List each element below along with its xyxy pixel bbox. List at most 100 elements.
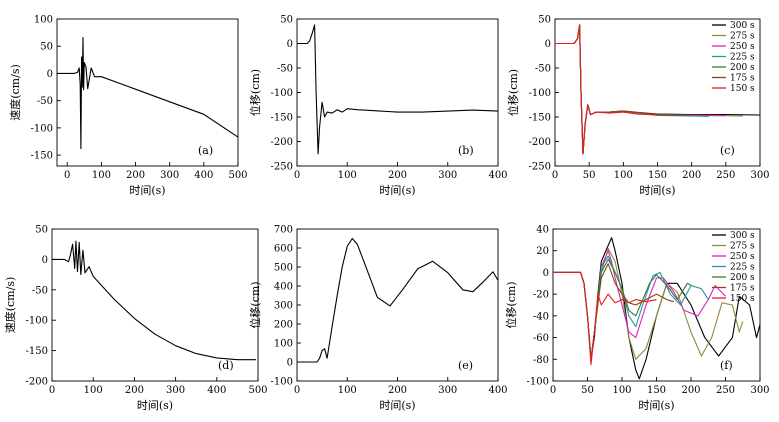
y-tick-label: -150 [26,346,48,357]
x-tick-label: 100 [612,385,631,396]
y-tick-label: -100 [271,88,293,99]
y-tick-label: -200 [529,137,551,148]
legend-entry: 275 s [730,242,755,252]
series-line [297,24,498,155]
y-tick-label: 20 [536,246,549,257]
y-tick-label: -60 [533,333,549,344]
y-axis-label: 位移(cm) [504,281,518,328]
legend-entry: 175 s [730,74,755,84]
y-tick-label: -250 [529,162,551,173]
y-tick-label: 50 [280,15,293,26]
x-tick-label: 400 [488,170,507,181]
series-line-200s [555,24,692,155]
legend-entry: 150 s [730,294,755,304]
y-tick-label: -100 [31,123,53,134]
x-tick-label: 200 [388,170,407,181]
panel-label: (d) [218,359,234,372]
y-tick-label: -200 [271,137,293,148]
legend-entry: 275 s [730,32,755,42]
x-tick-label: 300 [750,385,769,396]
x-tick-label: 50 [581,385,594,396]
plot-frame [51,228,259,382]
legend-entry: 225 s [730,53,755,63]
series-line [52,240,256,361]
legend-entry: 150 s [730,84,755,94]
legend-entry: 300 s [730,231,755,241]
series-line-300s [553,237,760,380]
chart-panel-d: 0 100 200 300 400 500 -200 -150 -100 -50 0 50 时间(s) 速… [3,225,268,413]
y-axis-label: 位移(cm) [506,69,520,116]
y-tick-label: -50 [37,96,53,107]
x-axis-label: 时间(s) [638,399,674,412]
legend-entry: 175 s [730,284,755,294]
y-tick-label: -80 [533,355,549,366]
y-tick-label: 500 [274,263,293,274]
y-tick-label: 100 [274,339,293,350]
y-tick-label: -20 [533,290,549,301]
series-line [297,237,498,363]
series-line-200s [553,258,692,360]
chart-panel-a: 0 100 200 300 400 500 -150 -100 -50 0 50 100 时间(s) 速度… [8,15,248,198]
y-tick-label: 100 [34,15,53,26]
panel-label: (c) [720,144,735,157]
x-tick-label: 150 [647,385,666,396]
x-tick-label: 200 [126,170,145,181]
x-tick-label: 300 [438,170,457,181]
y-tick-label: -100 [26,316,48,327]
y-tick-label: 0 [287,358,293,369]
y-tick-label: -50 [277,64,293,75]
y-axis-label: 速度(cm/s) [8,64,22,121]
x-tick-label: 200 [681,385,700,396]
y-tick-label: 700 [274,225,293,236]
x-tick-label: 250 [716,385,735,396]
y-axis-label: 位移(cm) [248,69,262,116]
x-tick-label: 100 [92,170,111,181]
y-tick-label: 600 [274,244,293,255]
x-axis-label: 时间(s) [379,399,415,412]
series-line-175s [555,24,675,155]
panel-label: (f) [720,359,733,372]
x-tick-label: 200 [125,385,144,396]
y-tick-label: -40 [533,311,549,322]
y-tick-label: 0 [47,69,53,80]
y-tick-label: -150 [31,151,53,162]
y-tick-label: 0 [287,39,293,50]
x-tick-label: 300 [750,170,769,181]
panel-label: (b) [458,144,474,157]
y-tick-label: -50 [535,64,551,75]
series-line [57,36,238,150]
series-line-175s [553,263,674,360]
series-line-250s [553,250,726,360]
y-tick-label: -50 [32,285,48,296]
x-tick-label: 0 [550,385,556,396]
legend-entry: 225 s [730,263,755,273]
x-axis-label: 时间(s) [129,184,165,197]
plot-frame [56,18,239,167]
y-tick-label: 200 [274,320,293,331]
series-line-275s [555,24,743,155]
x-tick-label: 300 [166,385,185,396]
y-tick-label: -200 [26,377,48,388]
x-tick-label: 0 [64,170,70,181]
series-line-150s [553,271,657,366]
legend-entry: 300 s [730,21,755,31]
y-axis-label: 速度(cm/s) [3,277,17,334]
y-tick-label: -150 [271,113,293,124]
y-tick-label: 0 [545,39,551,50]
y-tick-label: 50 [40,42,53,53]
series-line-150s [555,24,658,155]
y-axis-label: 位移(cm) [248,281,262,328]
chart-panel-e: 0 100 200 300 400-1000100200300400500600700时… [248,225,508,413]
series-line-275s [553,247,744,360]
y-tick-label: 0 [543,268,549,279]
x-tick-label: 100 [84,385,103,396]
x-tick-label: 200 [388,385,407,396]
x-tick-label: 300 [438,385,457,396]
y-tick-label: 0 [42,255,48,266]
x-tick-label: 100 [338,170,357,181]
y-tick-label: 50 [35,225,48,236]
y-tick-label: 400 [274,282,293,293]
y-tick-label: -100 [271,377,293,388]
x-axis-label: 时间(s) [137,399,173,412]
